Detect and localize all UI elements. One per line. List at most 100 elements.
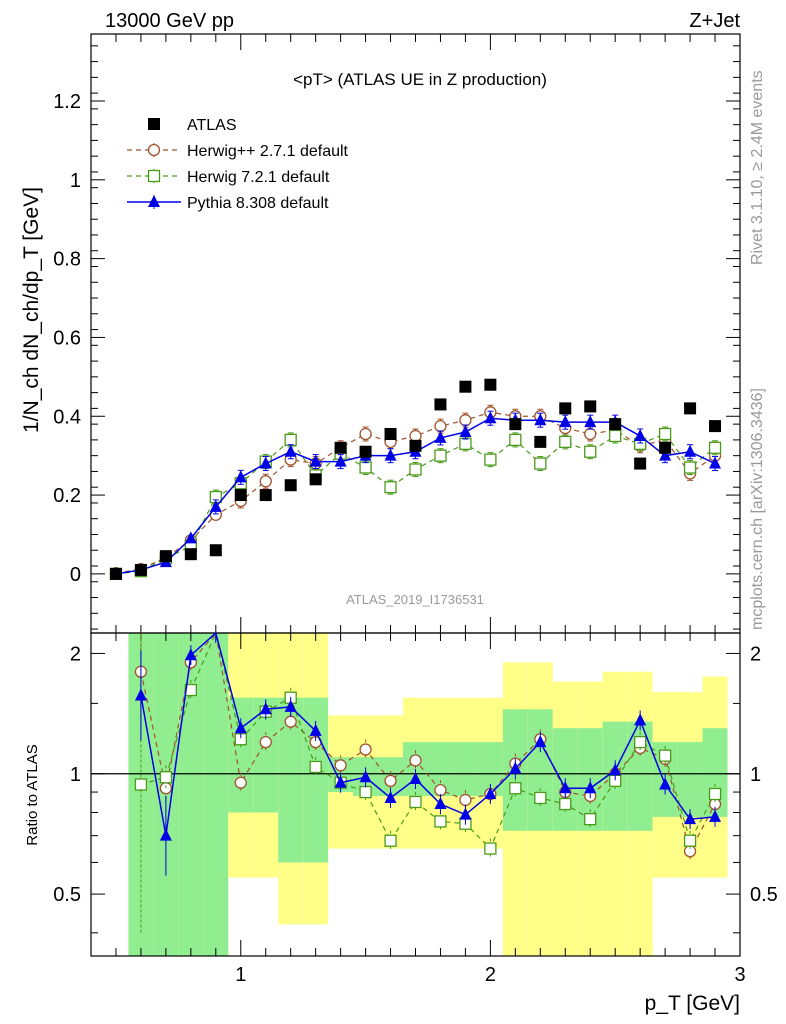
inner-band-bin — [153, 633, 179, 956]
data-point — [434, 815, 447, 828]
series-atlas — [109, 378, 722, 580]
data-point — [459, 793, 472, 807]
data-point — [534, 457, 547, 470]
data-point — [184, 548, 197, 561]
data-point — [359, 445, 372, 458]
data-point — [659, 441, 672, 454]
data-point — [534, 735, 547, 748]
data-point — [708, 441, 722, 454]
data-point — [534, 791, 547, 805]
data-point — [384, 481, 397, 494]
data-point — [658, 427, 672, 441]
data-point — [384, 834, 397, 847]
data-point — [684, 444, 697, 457]
data-point — [684, 812, 697, 825]
x-tick-label: 2 — [485, 964, 496, 986]
data-point — [159, 771, 173, 784]
data-point — [459, 414, 472, 427]
data-point — [484, 453, 497, 466]
data-point — [609, 418, 622, 431]
legend-label: Herwig++ 2.7.1 default — [187, 143, 349, 160]
data-point — [409, 429, 422, 443]
analysis-label: ATLAS_2019_I1736531 — [346, 592, 484, 607]
data-point — [509, 782, 522, 795]
data-point — [334, 454, 347, 467]
data-point — [184, 531, 197, 544]
data-point — [708, 787, 722, 801]
data-point — [709, 809, 722, 822]
ratio-y-tick-label: 2 — [70, 643, 81, 665]
inner-band-bin — [228, 697, 254, 813]
data-point — [284, 715, 297, 728]
y-tick-label: 0.6 — [53, 327, 81, 349]
data-point — [384, 774, 397, 788]
ratio-y-tick-label-right: 1 — [750, 764, 761, 786]
data-point — [584, 400, 597, 413]
data-point — [634, 735, 647, 749]
data-point — [434, 449, 447, 462]
y-axis-label: 1/N_ch dN_ch/dp_T [GeV] — [20, 187, 43, 433]
data-point — [459, 380, 472, 393]
data-point — [359, 770, 372, 783]
data-point — [559, 402, 572, 415]
data-point — [634, 457, 647, 470]
ratio-y-tick-label: 0.5 — [53, 884, 81, 906]
data-point — [309, 454, 322, 467]
series-herwig-2-7-1-default — [109, 404, 722, 580]
data-point — [709, 456, 722, 469]
data-point — [148, 118, 160, 130]
y-tick-label: 1 — [70, 170, 81, 192]
data-point — [259, 735, 272, 749]
data-point — [658, 749, 672, 762]
data-point — [284, 433, 297, 447]
data-point — [234, 721, 247, 734]
data-point — [659, 448, 672, 461]
ratio-y-tick-label-right: 0.5 — [750, 884, 778, 906]
x-tick-label: 1 — [235, 964, 246, 986]
data-point — [284, 479, 297, 492]
axes-ticks: 0 0.2 0.4 0.6 0.8 1 1.2 1 2 3 0.5 0.5 1 1 2 2 — [53, 34, 778, 986]
data-point — [434, 398, 447, 411]
data-point — [509, 418, 522, 431]
data-point — [334, 759, 347, 772]
header-left: 13000 GeV pp — [105, 10, 234, 32]
data-point — [309, 473, 322, 486]
data-point — [334, 775, 347, 788]
data-point — [359, 785, 372, 799]
data-point — [459, 807, 472, 820]
data-point — [509, 761, 522, 774]
data-point — [509, 433, 522, 447]
y-tick-label: 1.2 — [53, 91, 81, 113]
data-point — [484, 842, 497, 855]
data-point — [584, 427, 597, 441]
data-point — [384, 790, 397, 803]
data-point — [584, 445, 597, 458]
data-point — [434, 419, 447, 433]
side-label-bottom: mcplots.cern.ch [arXiv:1306.3436] — [749, 388, 766, 630]
header-right: Z+Jet — [689, 10, 740, 32]
inner-band-bin — [677, 742, 703, 817]
ratio-y-tick-label-right: 2 — [750, 643, 761, 665]
data-point — [559, 415, 572, 428]
data-point — [134, 688, 147, 701]
data-point — [434, 783, 447, 797]
data-point — [259, 489, 272, 502]
data-point — [409, 772, 422, 785]
data-point — [109, 567, 122, 580]
data-point — [434, 797, 447, 810]
data-point — [234, 776, 247, 789]
data-point — [709, 420, 722, 433]
data-point — [134, 778, 148, 791]
data-point — [359, 743, 372, 756]
data-point — [459, 437, 472, 450]
ratio-pythia-8-308-default — [134, 631, 722, 876]
x-axis-label: p_T [GeV] — [645, 992, 740, 1015]
data-point — [559, 797, 572, 811]
chart-title: <pT> (ATLAS UE in Z production) — [293, 70, 547, 89]
data-point — [384, 448, 397, 461]
data-point — [484, 378, 497, 391]
data-point — [683, 461, 697, 474]
data-point — [148, 195, 160, 207]
data-point — [484, 411, 497, 424]
